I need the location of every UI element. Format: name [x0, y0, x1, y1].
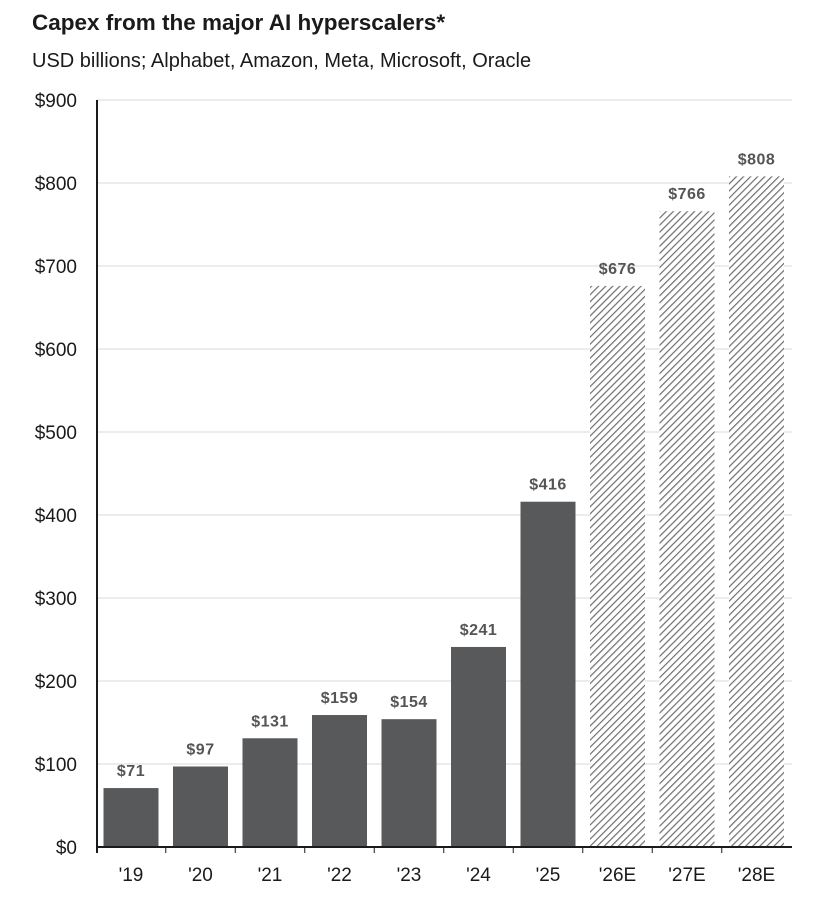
- bar-estimate: [729, 176, 784, 848]
- bar: [451, 646, 506, 847]
- chart-subtitle: USD billions; Alphabet, Amazon, Meta, Mi…: [32, 50, 532, 72]
- bar: [242, 738, 298, 847]
- y-tick-label: $600: [35, 340, 77, 361]
- bar-estimate: [590, 285, 645, 847]
- data-label: $676: [599, 261, 637, 278]
- data-label: $71: [117, 763, 145, 780]
- data-label: $808: [738, 151, 776, 168]
- bars: [103, 176, 784, 848]
- x-tick-label: '19: [119, 865, 144, 886]
- y-tick-label: $800: [35, 174, 77, 195]
- data-label: $416: [529, 477, 567, 494]
- y-tick-label: $400: [35, 506, 77, 527]
- x-tick-label: '26E: [599, 865, 636, 886]
- x-tick-label: '27E: [668, 865, 705, 886]
- bar-estimate: [659, 211, 715, 848]
- bar: [103, 788, 159, 847]
- axes: [96, 100, 792, 853]
- bar: [520, 501, 576, 847]
- bar: [173, 766, 228, 847]
- data-label: $154: [390, 694, 428, 711]
- x-tick-label: '22: [327, 865, 352, 886]
- x-tick-label: '20: [188, 865, 213, 886]
- data-label: $766: [668, 186, 706, 203]
- x-tick-label: '28E: [738, 865, 775, 886]
- data-label: $241: [460, 622, 498, 639]
- x-tick-label: '21: [258, 865, 283, 886]
- bar: [312, 715, 367, 847]
- x-tick-label: '25: [536, 865, 561, 886]
- y-tick-label: $100: [35, 755, 77, 776]
- data-label: $159: [321, 690, 359, 707]
- data-label: $131: [251, 713, 289, 730]
- data-label: $97: [186, 741, 214, 758]
- y-tick-label: $300: [35, 589, 77, 610]
- y-tick-label: $200: [35, 672, 77, 693]
- x-tick-label: '23: [397, 865, 422, 886]
- y-tick-label: $900: [35, 91, 77, 112]
- y-tick-label: $700: [35, 257, 77, 278]
- x-tick-label: '24: [466, 865, 491, 886]
- y-tick-label: $500: [35, 423, 77, 444]
- bar: [381, 719, 437, 847]
- chart-title: Capex from the major AI hyperscalers*: [32, 10, 446, 35]
- labels: $0 $100 $200 $300 $400 $500 $600 $700 $800 $900 $7…: [35, 91, 776, 886]
- y-tick-label: $0: [56, 838, 77, 859]
